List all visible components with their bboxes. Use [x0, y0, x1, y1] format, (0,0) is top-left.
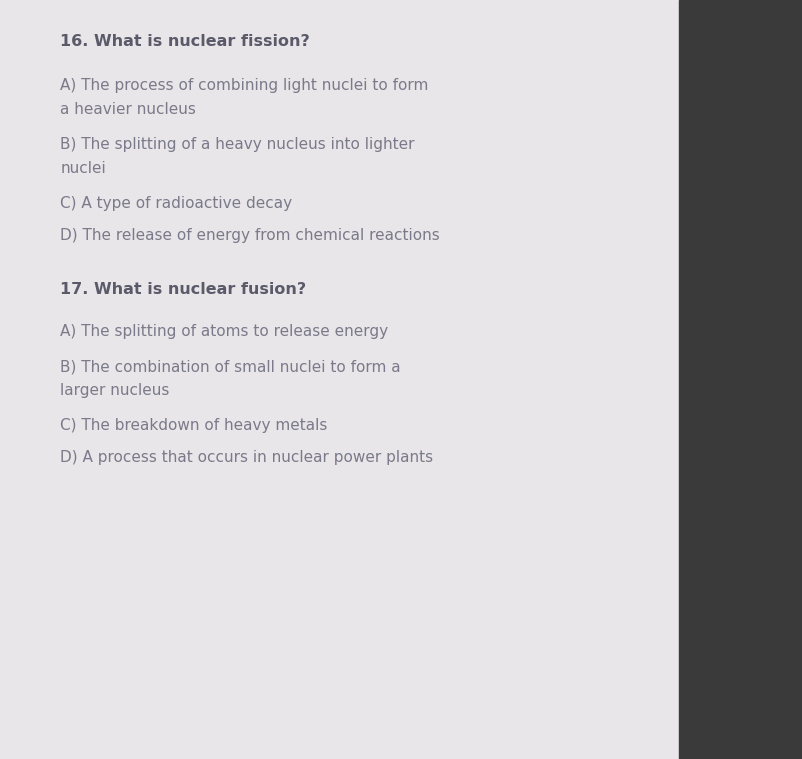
- Text: C) A type of radioactive decay: C) A type of radioactive decay: [60, 196, 292, 211]
- Text: D) A process that occurs in nuclear power plants: D) A process that occurs in nuclear powe…: [60, 450, 433, 465]
- Text: 16. What is nuclear fission?: 16. What is nuclear fission?: [60, 34, 310, 49]
- Bar: [678, 0, 802, 759]
- Text: D) The release of energy from chemical reactions: D) The release of energy from chemical r…: [60, 228, 439, 243]
- Text: B) The splitting of a heavy nucleus into lighter: B) The splitting of a heavy nucleus into…: [60, 137, 414, 152]
- Text: A) The process of combining light nuclei to form: A) The process of combining light nuclei…: [60, 77, 428, 93]
- Text: B) The combination of small nuclei to form a: B) The combination of small nuclei to fo…: [60, 359, 400, 374]
- Text: C) The breakdown of heavy metals: C) The breakdown of heavy metals: [60, 418, 327, 433]
- Text: 17. What is nuclear fusion?: 17. What is nuclear fusion?: [60, 282, 306, 298]
- Text: nuclei: nuclei: [60, 161, 106, 176]
- Text: a heavier nucleus: a heavier nucleus: [60, 102, 196, 117]
- Text: A) The splitting of atoms to release energy: A) The splitting of atoms to release ene…: [60, 324, 388, 339]
- Text: larger nucleus: larger nucleus: [60, 383, 169, 398]
